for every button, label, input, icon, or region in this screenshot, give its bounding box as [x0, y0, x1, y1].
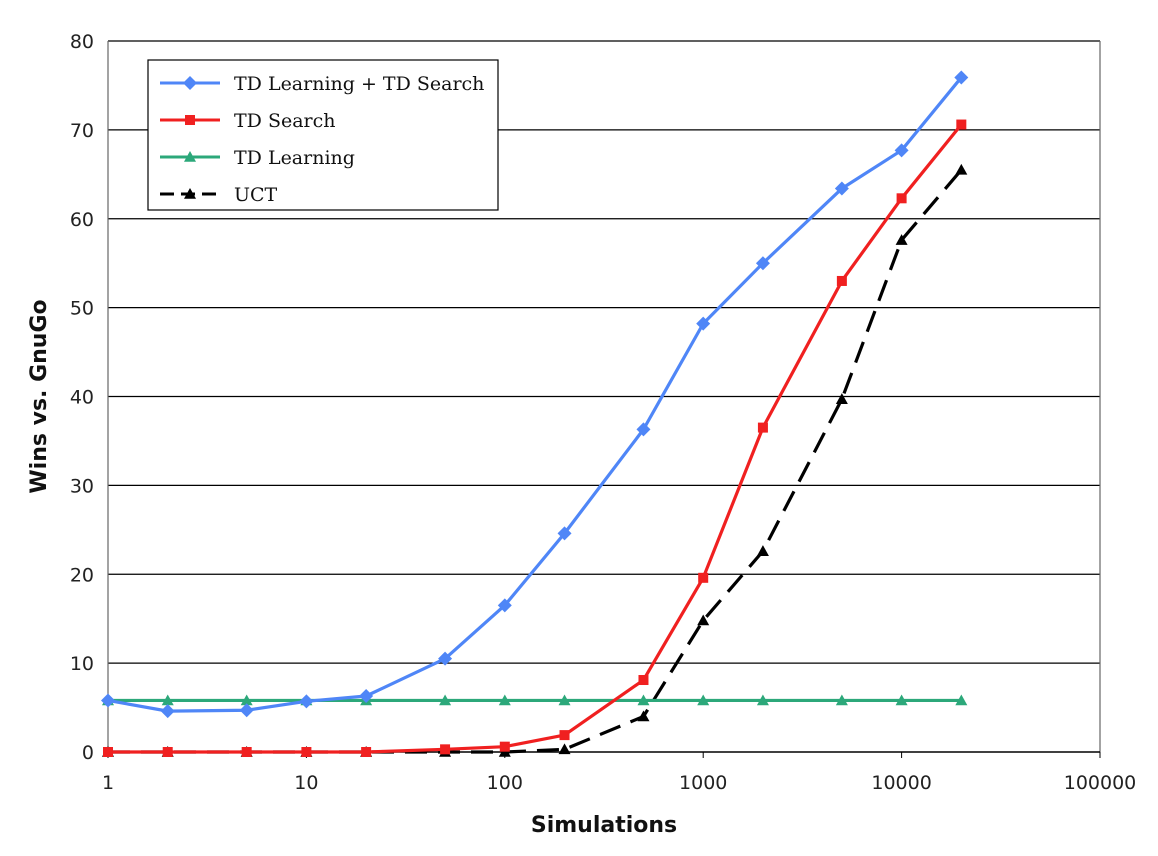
data-point	[299, 694, 314, 709]
data-point	[896, 193, 907, 204]
data-point	[185, 115, 195, 125]
data-point	[301, 747, 312, 757]
y-tick-label: 80	[70, 31, 94, 53]
series-td-search	[103, 119, 967, 757]
data-point	[240, 694, 253, 706]
series-line	[108, 123, 963, 754]
data-point	[756, 545, 769, 556]
data-point	[895, 694, 908, 706]
data-point	[836, 275, 847, 286]
data-point	[956, 119, 967, 130]
y-tick-label: 70	[70, 120, 94, 142]
series-td-learning-td-search	[101, 70, 969, 719]
x-tick-label: 100000	[1064, 772, 1137, 794]
data-point	[955, 694, 968, 706]
data-point	[757, 422, 768, 433]
data-point	[834, 181, 849, 196]
legend-label: UCT	[234, 184, 278, 206]
data-point	[756, 694, 769, 706]
x-tick-label: 10000	[871, 772, 931, 794]
x-tick-label: 1000	[679, 772, 727, 794]
data-point	[359, 689, 374, 704]
data-point	[954, 70, 969, 85]
y-tick-label: 30	[70, 475, 94, 497]
legend-item: TD Learning	[160, 147, 355, 169]
data-point	[835, 393, 848, 404]
data-point	[557, 526, 572, 541]
data-point	[239, 703, 254, 718]
y-tick-label: 40	[70, 387, 94, 409]
x-tick-label: 100	[487, 772, 523, 794]
legend-item: UCT	[160, 184, 278, 206]
y-tick-label: 60	[70, 209, 94, 231]
data-point	[755, 256, 770, 271]
data-point	[558, 743, 571, 755]
data-point	[636, 422, 651, 437]
series-group	[101, 70, 969, 757]
data-point	[101, 693, 115, 708]
y-tick-label: 10	[70, 653, 94, 675]
data-point	[559, 730, 570, 741]
data-point	[241, 747, 252, 757]
legend-label: TD Search	[234, 110, 336, 132]
series-uct	[102, 163, 968, 757]
data-point	[162, 747, 173, 757]
data-point	[835, 694, 848, 706]
legend-label: TD Learning + TD Search	[234, 73, 484, 95]
data-point	[184, 188, 196, 199]
series-td-learning	[102, 694, 968, 706]
data-point	[361, 747, 372, 757]
data-point	[438, 651, 453, 666]
x-tick-labels: 1 10 100 1000 10000 100000	[102, 772, 1136, 794]
data-point	[697, 614, 710, 626]
data-point	[895, 234, 908, 245]
legend-item: TD Learning + TD Search	[160, 73, 484, 95]
data-point	[637, 694, 650, 706]
y-tick-labels: 0 10 20 30 40 50 60 70 80	[70, 31, 94, 764]
data-point	[439, 694, 452, 706]
data-point	[638, 675, 649, 686]
legend-box	[147, 59, 499, 211]
data-point	[696, 316, 711, 331]
data-point	[698, 572, 709, 583]
data-point	[955, 163, 968, 175]
data-point	[103, 747, 113, 757]
data-point	[161, 694, 174, 706]
data-point	[697, 694, 710, 706]
legend-label: TD Learning	[234, 147, 355, 169]
y-tick-label: 50	[70, 298, 94, 320]
data-point	[558, 694, 571, 706]
legend: TD Learning + TD Search TD Search TD Learn…	[147, 59, 499, 211]
data-point	[440, 744, 451, 755]
data-point	[498, 694, 511, 706]
x-tick-label: 10	[294, 772, 318, 794]
y-tick-label: 20	[70, 564, 94, 586]
x-axis-title: Simulations	[531, 813, 677, 838]
y-axis-title: Wins vs. GnuGo	[27, 299, 52, 493]
data-point	[183, 76, 197, 90]
series-line	[108, 168, 963, 754]
data-point	[637, 710, 650, 722]
data-point	[497, 598, 512, 613]
y-tick-label: 0	[82, 742, 94, 764]
x-tick-label: 1	[102, 772, 114, 794]
series-line	[107, 76, 963, 713]
data-point	[894, 143, 909, 158]
data-point	[184, 151, 196, 162]
legend-item: TD Search	[160, 110, 336, 132]
data-point	[499, 741, 510, 752]
data-point	[160, 704, 175, 719]
